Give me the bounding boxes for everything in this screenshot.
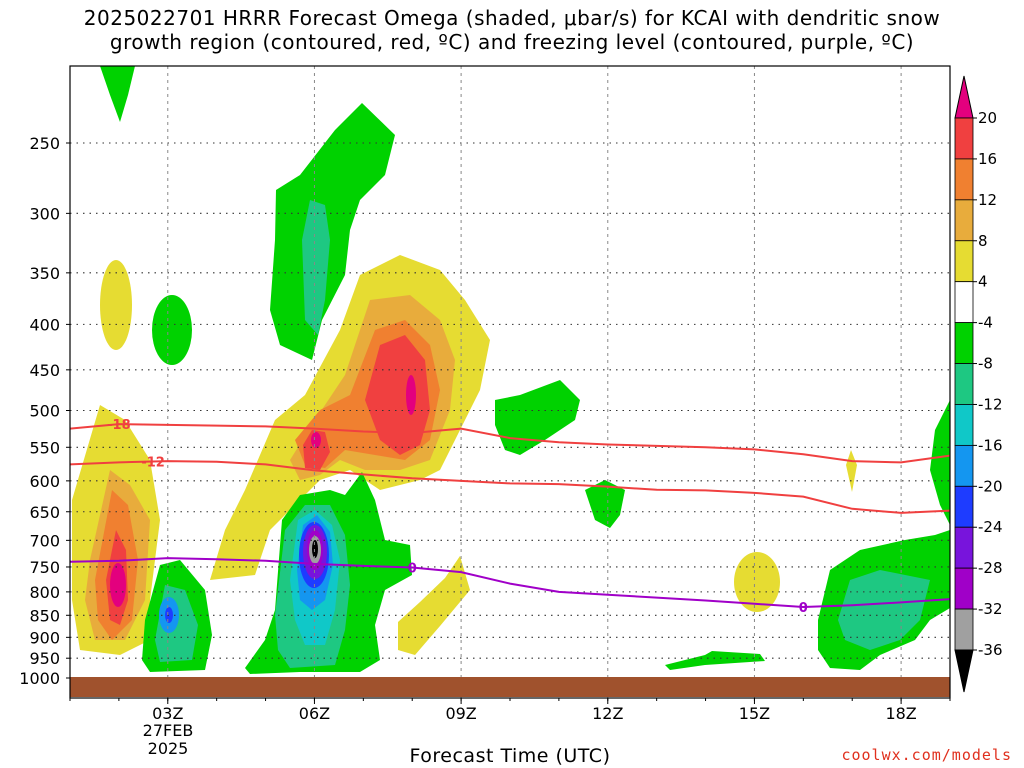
colorbar-label: -12	[978, 395, 1003, 413]
colorbar-bin	[954, 444, 974, 487]
freezing-level-contour-label: 0	[799, 601, 808, 616]
omega-blob-teal	[302, 200, 330, 335]
colorbar-label: -36	[978, 641, 1003, 659]
y-tick-label: 800	[29, 583, 60, 602]
omega-blob-yellow	[846, 450, 857, 492]
colorbar-bin	[954, 281, 974, 324]
y-tick-label: 850	[29, 606, 60, 625]
dendritic-contour-minus12	[70, 460, 950, 514]
dendritic-contour-minus18-label: -18	[107, 418, 131, 433]
omega-blob-yellow	[398, 556, 470, 655]
date-label: 27FEB 2025	[120, 722, 216, 758]
dendritic-contour-minus18	[70, 423, 950, 464]
y-tick-label: 950	[29, 649, 60, 668]
y-tick-label: 700	[29, 531, 60, 550]
omega-blob-magenta	[110, 563, 126, 607]
y-tick-label: 600	[29, 472, 60, 491]
chart-title-line1: 2025022701 HRRR Forecast Omega (shaded, …	[83, 6, 941, 30]
ground-surface	[70, 677, 950, 697]
freezing-level-contour	[70, 557, 950, 609]
omega-blob-yellow	[100, 260, 132, 350]
colorbar-bin	[954, 526, 974, 569]
x-tick-label: 18Z	[885, 704, 916, 723]
x-tick-label: 03Z	[152, 704, 183, 723]
freezing-level-contour-label: 0	[408, 561, 417, 576]
x-tick-label: 12Z	[592, 704, 623, 723]
colorbar-label: -24	[978, 518, 1003, 536]
colorbar-label: 4	[978, 273, 988, 291]
colorbar-bin	[954, 117, 974, 160]
omega-blob-red	[303, 430, 330, 470]
colorbar-bin	[954, 404, 974, 446]
y-tick-label: 1000	[19, 669, 60, 688]
chart-title-line2: growth region (contoured, red, ºC) and f…	[109, 30, 915, 54]
date-label-year: 2025	[147, 739, 189, 758]
colorbar-bin	[954, 363, 974, 405]
omega-blob-green	[585, 480, 625, 528]
omega-blob-magenta	[311, 432, 321, 448]
omega-blob-green	[100, 66, 135, 122]
omega-blob-yellow	[734, 552, 780, 612]
omega-blob-magenta	[406, 375, 416, 415]
colorbar-label: -8	[978, 355, 993, 373]
y-tick-label: 300	[29, 204, 60, 223]
y-tick-label: 750	[29, 558, 60, 577]
colorbar-bin	[954, 485, 974, 528]
x-axis: 03Z 06Z 09Z 12Z 15Z 18Z	[69, 698, 951, 723]
omega-blob-black	[312, 540, 318, 558]
colorbar-bin	[954, 608, 974, 651]
x-tick-label: 09Z	[445, 704, 476, 723]
x-tick-label: 06Z	[299, 704, 330, 723]
colorbar-bin	[954, 322, 974, 364]
omega-blob-green	[270, 103, 395, 360]
colorbar-bin	[954, 199, 974, 242]
y-tick-label: 400	[29, 315, 60, 334]
colorbar-label: -16	[978, 436, 1003, 454]
y-tick-label: 350	[29, 264, 60, 283]
ground-fill	[70, 677, 950, 697]
colorbar-label: -4	[978, 314, 993, 332]
x-axis-label: Forecast Time (UTC)	[409, 745, 611, 767]
x-tick-label: 15Z	[739, 704, 770, 723]
y-tick-label: 250	[29, 134, 60, 153]
colorbar-label: 8	[978, 232, 988, 250]
colorbar-bin	[954, 158, 974, 201]
dendritic-contour-minus12-label: -12	[141, 455, 165, 470]
y-tick-label: 650	[29, 503, 60, 522]
colorbar-label: 16	[978, 150, 997, 168]
colorbar-label: -32	[978, 600, 1003, 618]
grid-lines	[70, 66, 950, 698]
y-tick-label: 450	[29, 361, 60, 380]
date-label-day: 27FEB	[142, 721, 194, 740]
colorbar-label: 20	[978, 109, 997, 127]
contour-lines: -18 -12 0 0	[70, 418, 950, 616]
omega-blob-red	[365, 335, 430, 455]
chart-title: 2025022701 HRRR Forecast Omega (shaded, …	[0, 6, 1024, 54]
credit-link[interactable]: coolwx.com/models	[841, 746, 1012, 764]
colorbar-label: 12	[978, 191, 997, 209]
omega-blob-green	[152, 295, 192, 365]
colorbar-bin	[954, 567, 974, 610]
colorbar-bin	[954, 240, 974, 283]
colorbar-top-arrow	[954, 75, 974, 119]
y-tick-label: 900	[29, 628, 60, 647]
omega-blob-green	[495, 380, 580, 455]
y-tick-label: 500	[29, 402, 60, 421]
colorbar-label: -28	[978, 559, 1003, 577]
colorbar-label: -20	[978, 477, 1003, 495]
colorbar-bottom-arrow	[954, 649, 974, 693]
y-tick-label: 550	[29, 438, 60, 457]
colorbar: 20 16 12 8 4 -4 -8 -12 -16 -20 -24 -28 -32 -36	[954, 75, 1003, 693]
omega-blob-teal	[838, 570, 930, 650]
omega-blob-green	[665, 651, 765, 670]
y-axis: 250 300 350 400 450 500 550 600 650 700 750 800 850 9…	[19, 134, 70, 688]
omega-blob-green	[930, 400, 950, 525]
